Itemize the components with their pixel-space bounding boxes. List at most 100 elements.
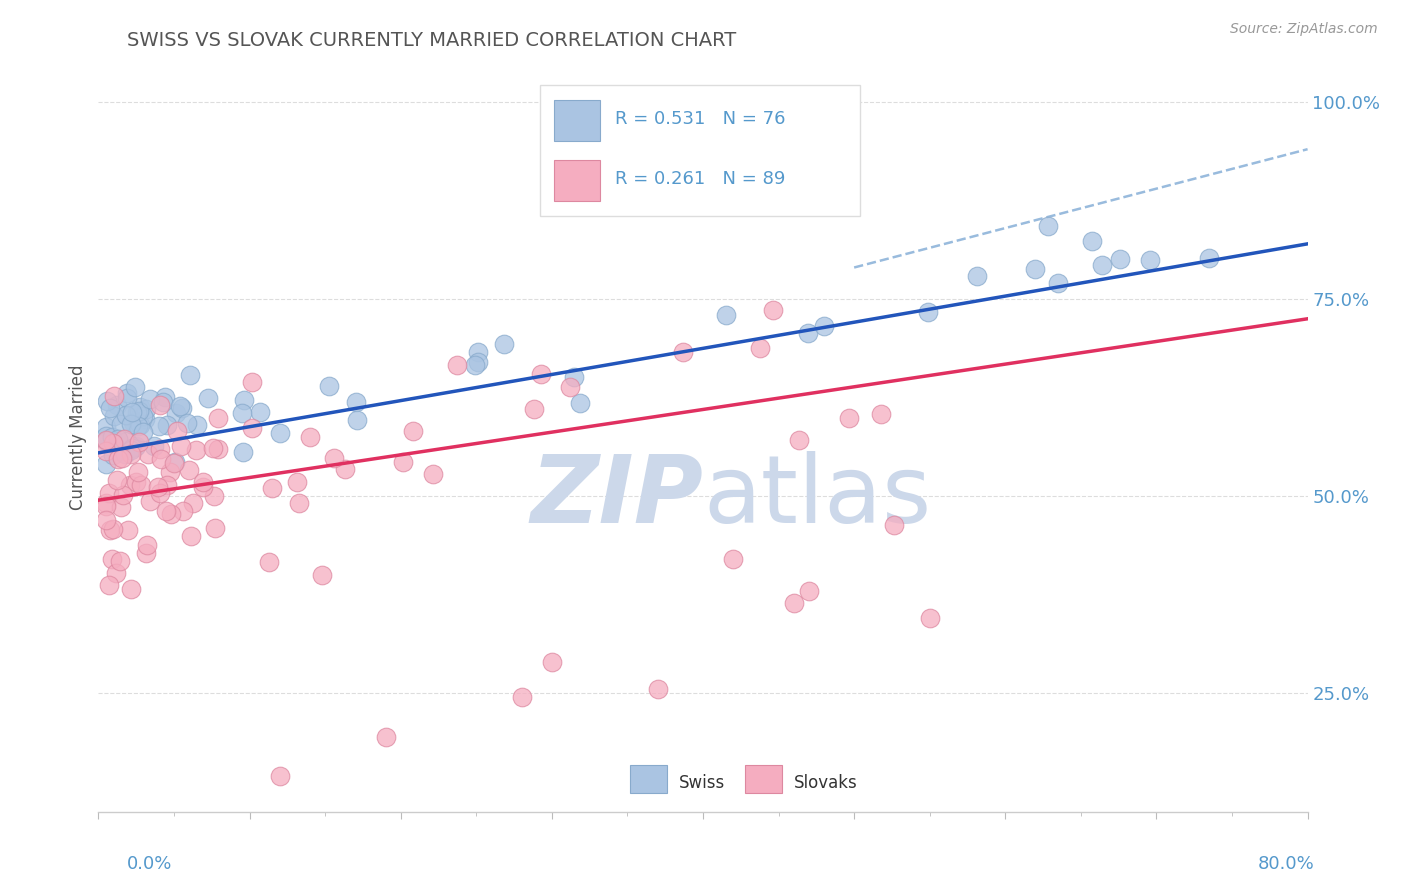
Point <box>269 769 291 783</box>
Point <box>181 496 204 510</box>
FancyBboxPatch shape <box>540 85 860 216</box>
Point <box>323 450 346 465</box>
Point <box>672 344 695 359</box>
Point <box>335 462 357 476</box>
Point <box>723 552 745 566</box>
Point <box>94 429 117 443</box>
Point <box>647 682 669 697</box>
Point <box>129 401 152 415</box>
Point <box>467 345 489 359</box>
Point <box>813 319 835 334</box>
Point <box>180 529 202 543</box>
Point <box>298 430 321 444</box>
Point <box>869 408 891 422</box>
Point <box>1080 234 1102 248</box>
Point <box>186 418 208 433</box>
Point <box>94 499 117 513</box>
Point <box>128 435 150 450</box>
Point <box>714 308 737 322</box>
Point <box>117 386 139 401</box>
Point <box>107 452 129 467</box>
Point <box>1046 276 1069 290</box>
Point <box>184 442 207 457</box>
Point <box>166 424 188 438</box>
Point <box>129 418 152 433</box>
Point <box>1139 252 1161 267</box>
Point <box>132 425 155 439</box>
Text: R = 0.261   N = 89: R = 0.261 N = 89 <box>614 169 785 187</box>
Point <box>101 522 124 536</box>
Point <box>142 439 165 453</box>
Point <box>179 463 201 477</box>
Point <box>569 396 592 410</box>
Point <box>838 411 860 425</box>
Point <box>463 358 485 372</box>
Point <box>191 480 214 494</box>
Point <box>124 439 146 453</box>
Point <box>346 412 368 426</box>
Point <box>1091 258 1114 272</box>
Point <box>762 302 785 317</box>
Point <box>146 480 169 494</box>
Point <box>101 430 124 444</box>
Point <box>156 478 179 492</box>
Point <box>402 424 425 438</box>
Point <box>510 690 533 705</box>
Point <box>311 568 333 582</box>
Point <box>1024 262 1046 277</box>
Point <box>165 455 187 469</box>
Point <box>120 442 142 457</box>
Point <box>172 504 194 518</box>
Point <box>494 336 516 351</box>
Point <box>107 432 129 446</box>
Point <box>240 375 263 389</box>
Point <box>118 477 141 491</box>
Point <box>344 395 367 409</box>
Text: Swiss: Swiss <box>679 774 725 792</box>
Point <box>374 730 396 744</box>
Point <box>523 401 546 416</box>
Point <box>129 478 152 492</box>
Point <box>115 434 138 449</box>
Point <box>100 401 122 415</box>
Point <box>169 400 191 414</box>
Point <box>110 500 132 514</box>
Point <box>160 507 183 521</box>
Point <box>288 496 311 510</box>
Point <box>132 409 155 423</box>
Text: ZIP: ZIP <box>530 451 703 543</box>
Point <box>139 493 162 508</box>
Point <box>797 583 820 598</box>
Point <box>540 655 562 669</box>
Point <box>105 398 128 412</box>
Point <box>134 412 156 426</box>
Point <box>207 442 229 456</box>
Point <box>530 368 553 382</box>
Point <box>787 433 810 447</box>
Point <box>135 402 157 417</box>
Point <box>202 489 225 503</box>
Point <box>269 426 291 441</box>
Point <box>207 411 229 425</box>
Point <box>169 439 191 453</box>
Point <box>94 496 117 510</box>
Point <box>105 473 128 487</box>
Point <box>115 391 138 405</box>
Point <box>392 455 415 469</box>
Point <box>117 523 139 537</box>
Point <box>103 389 125 403</box>
Point <box>124 380 146 394</box>
Text: Source: ZipAtlas.com: Source: ZipAtlas.com <box>1230 22 1378 37</box>
Point <box>179 368 201 383</box>
FancyBboxPatch shape <box>554 100 600 141</box>
Point <box>94 443 117 458</box>
Text: 80.0%: 80.0% <box>1258 855 1315 872</box>
Point <box>98 485 121 500</box>
Point <box>155 504 177 518</box>
Point <box>120 447 142 461</box>
Point <box>148 418 170 433</box>
Point <box>1036 219 1059 234</box>
Point <box>110 554 132 568</box>
Point <box>204 521 226 535</box>
Point <box>120 417 142 432</box>
